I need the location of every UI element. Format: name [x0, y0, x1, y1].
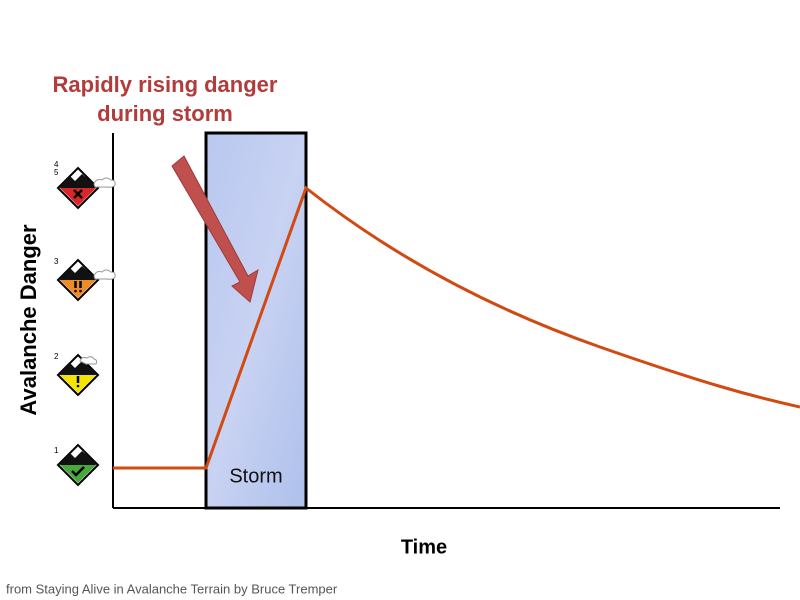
level-number: 5	[54, 168, 59, 177]
danger-icon: 2	[54, 352, 99, 396]
danger-icon: 1	[54, 444, 99, 486]
y-axis-label: Avalanche Danger	[16, 224, 41, 416]
danger-icon: 4 5	[54, 160, 116, 209]
storm-period	[204, 131, 308, 510]
level-number: 2	[54, 352, 59, 361]
danger-curve	[113, 185, 800, 470]
annotation-arrow	[171, 155, 259, 303]
level-number: 4	[54, 160, 59, 169]
annotation-line: during storm	[97, 101, 233, 126]
caption: from Staying Alive in Avalanche Terrain …	[6, 581, 338, 596]
x-axis-label: Time	[401, 536, 447, 558]
danger-icon: 3	[54, 257, 116, 301]
annotation-line: Rapidly rising danger	[53, 72, 278, 97]
level-number: 3	[54, 257, 59, 266]
storm-label: Storm	[229, 465, 282, 487]
level-number: 1	[54, 446, 59, 455]
